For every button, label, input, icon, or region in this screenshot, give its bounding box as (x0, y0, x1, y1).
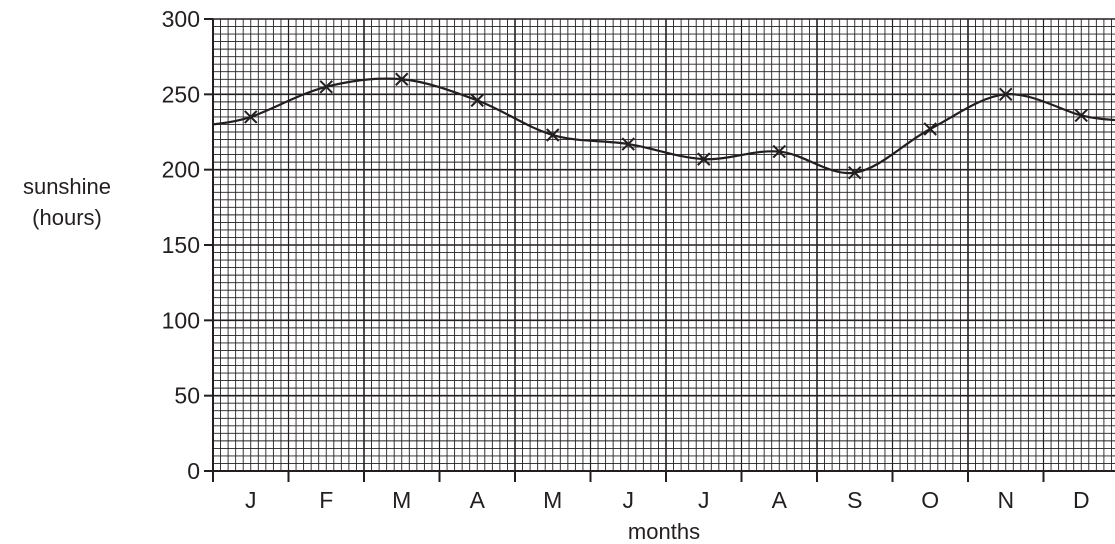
data-point-marker (621, 137, 635, 151)
data-point-marker (395, 72, 409, 86)
series-curve-layer (212, 77, 1115, 175)
data-point-marker (546, 128, 560, 142)
y-tick-label: 250 (162, 81, 200, 107)
y-tick-label: 150 (162, 232, 200, 258)
x-tick-label: A (772, 487, 788, 513)
data-point-marker (319, 80, 333, 94)
data-markers (244, 72, 1088, 180)
data-point-marker (697, 152, 711, 166)
y-tick-label: 50 (174, 383, 200, 409)
data-point-marker (999, 87, 1013, 102)
x-tick-label: S (847, 487, 862, 513)
x-tick-label: D (1073, 487, 1090, 513)
data-point-marker (1074, 108, 1088, 123)
data-point-marker (848, 165, 862, 180)
x-tick-label: J (245, 487, 257, 513)
x-tick-label: O (921, 487, 939, 513)
y-tick-labels: 0 50 100 150 200 250 300 (162, 6, 200, 484)
y-axis-title-line2: (hours) (32, 205, 102, 230)
series-line (212, 77, 1115, 175)
x-tick-label: F (319, 487, 333, 513)
y-axis-title-line1: sunshine (23, 174, 111, 199)
y-tick-label: 100 (162, 307, 200, 333)
x-tick-label: M (392, 487, 411, 513)
x-tick-label: A (470, 487, 486, 513)
data-point-marker (470, 93, 484, 108)
x-axis-title: months (628, 519, 700, 544)
x-tick-label: J (698, 487, 710, 513)
data-point-marker (244, 110, 258, 124)
data-point-marker (923, 122, 937, 136)
data-point-marker (772, 144, 786, 159)
x-tick-label: N (997, 487, 1014, 513)
y-tick-label: 200 (162, 157, 200, 183)
y-tick-label: 0 (187, 458, 200, 484)
y-tick-label: 300 (162, 6, 200, 32)
x-tick-label: M (543, 487, 562, 513)
x-tick-label: J (623, 487, 635, 513)
axes (204, 18, 1115, 482)
